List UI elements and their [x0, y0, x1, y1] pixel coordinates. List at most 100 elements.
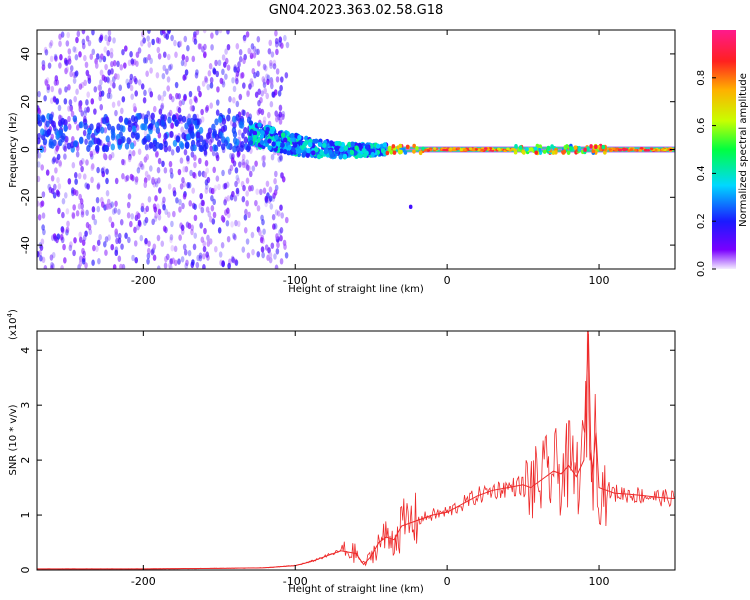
spectrogram-noise-cell	[135, 51, 140, 58]
spectrogram-tone-cell	[629, 148, 633, 152]
spectrogram-noise-cell	[93, 108, 97, 115]
spectrogram-noise-cell	[78, 102, 82, 109]
spectrogram-band-cell	[317, 141, 323, 148]
spectrogram-noise-cell	[195, 30, 200, 36]
spectrogram-noise-cell	[90, 163, 95, 170]
spectrogram-noise-cell	[99, 79, 103, 86]
spectrogram-noise-cell	[234, 167, 239, 174]
spectrogram-noise-cell	[245, 164, 250, 171]
spectrogram-noise-cell	[231, 153, 235, 160]
spectrogram-band-cell	[343, 145, 349, 151]
spectrogram-noise-cell	[278, 111, 283, 118]
spectrogram-noise-cell	[106, 92, 111, 99]
spectrogram-noise-cell	[95, 196, 100, 204]
spectrogram-noise-cell	[60, 31, 65, 38]
spectrogram-noise-cell	[156, 265, 161, 269]
spectrogram-noise-cell	[50, 85, 55, 93]
spectrogram-noise-cell	[139, 160, 143, 168]
spectrogram-noise-cell	[270, 51, 275, 58]
spectrogram-noise-cell	[205, 206, 210, 213]
spectrogram-noise-cell	[161, 30, 166, 34]
spectrogram-noise-cell	[252, 52, 257, 59]
spectrogram-noise-cell	[202, 253, 206, 260]
spectrogram-noise-cell	[134, 176, 139, 183]
spectrogram-noise-cell	[37, 251, 40, 258]
spectrogram-noise-cell	[100, 53, 104, 60]
spectrogram-noise-cell	[39, 255, 43, 262]
spectrogram-noise-cell	[256, 48, 260, 55]
spectrogram-noise-cell	[90, 98, 95, 105]
spectrogram-noise-cell	[275, 48, 279, 56]
spectrogram-noise-cell	[37, 107, 41, 115]
spectrogram-noise-cell	[137, 148, 142, 155]
spectrogram-noise-cell	[55, 98, 60, 105]
spectrogram-band-cell	[235, 145, 241, 153]
spectrogram-band-cell	[220, 125, 226, 133]
spectrogram-noise-cell	[221, 169, 225, 177]
spectrogram-noise-cell	[214, 245, 218, 253]
spectrogram-noise-cell	[279, 155, 283, 162]
spectrogram-noise-cell	[226, 207, 230, 214]
spectrogram-noise-cell	[221, 81, 226, 88]
spectrogram-noise-cell	[189, 169, 193, 177]
spectrogram-band-cell	[150, 112, 155, 120]
spectrogram-band-cell	[308, 142, 313, 148]
spectrogram-noise-cell	[103, 127, 108, 134]
spectrogram-noise-cell	[140, 202, 145, 210]
spectrogram-noise-cell	[262, 81, 267, 89]
spectrogram-noise-cell	[227, 107, 232, 115]
spectrogram-noise-cell	[250, 81, 255, 88]
spectrogram-noise-cell	[81, 239, 86, 246]
spectrogram-tone-cell	[638, 149, 643, 152]
spectrogram-noise-cell	[144, 237, 148, 245]
spectrogram-band-cell	[178, 114, 183, 122]
spectrogram-band-cell	[334, 145, 340, 151]
spectrogram-noise-cell	[220, 242, 225, 249]
spectrogram-noise-cell	[203, 51, 207, 58]
spectrogram-noise-cell	[77, 100, 82, 108]
spectrogram-tone-cell	[601, 144, 606, 150]
snr-y-tick-label: 1	[19, 512, 32, 519]
spectrogram-noise-cell	[210, 205, 215, 212]
spectrogram-noise-cell	[233, 64, 238, 71]
spectrogram-noise-cell	[106, 198, 111, 206]
spectrogram-noise-cell	[242, 109, 246, 117]
colorbar-tick-label: 0.4	[696, 165, 707, 181]
spectrogram-band-cell	[105, 135, 110, 143]
spectrogram-noise-cell	[284, 252, 289, 259]
spectrogram-noise-cell	[133, 75, 137, 83]
spectrogram-noise-cell	[264, 195, 269, 202]
spectrogram-noise-cell	[105, 177, 109, 185]
spectrogram-noise-cell	[170, 244, 175, 252]
spectrogram-noise-cell	[279, 84, 283, 92]
spectrogram-noise-cell	[190, 151, 195, 158]
spectrogram-noise-cell	[83, 110, 88, 117]
spectrogram-noise-cell	[113, 207, 118, 214]
spectrogram-noise-cell	[96, 183, 101, 190]
spectrogram-noise-cell	[182, 166, 186, 173]
spectrogram-noise-cell	[60, 227, 65, 234]
spectrogram-noise-cell	[261, 76, 266, 83]
spectrogram-noise-cell	[96, 166, 100, 174]
spectrogram-noise-cell	[75, 36, 79, 44]
spectrogram-noise-cell	[226, 64, 231, 71]
spectrogram-noise-cell	[134, 256, 139, 264]
spectrogram-noise-cell	[109, 51, 114, 59]
spectrogram-band-cell	[305, 152, 310, 158]
spectrogram-noise-cell	[274, 110, 279, 117]
spectrogram-noise-cell	[284, 216, 289, 224]
spectrogram-noise-cell	[90, 164, 95, 172]
spectrogram-noise-cell	[182, 193, 187, 200]
spectrogram-noise-cell	[141, 30, 145, 38]
spectrogram-noise-cell	[95, 245, 99, 253]
spectrogram-band-cell	[350, 141, 355, 147]
spectrogram-noise-cell	[270, 242, 275, 249]
spectrogram-noise-cell	[254, 160, 258, 167]
spectrogram-noise-cell	[238, 49, 243, 56]
spectrogram-noise-cell	[203, 150, 208, 157]
spectrogram-noise-cell	[178, 198, 182, 206]
spectrogram-noise-cell	[49, 55, 54, 63]
colorbar: 0.0 0.2 0.4 0.6 0.8 Normalized spectral ampl…	[696, 30, 749, 277]
spectrogram-band-cell	[364, 144, 370, 150]
spectrogram-noise-cell	[274, 37, 279, 45]
